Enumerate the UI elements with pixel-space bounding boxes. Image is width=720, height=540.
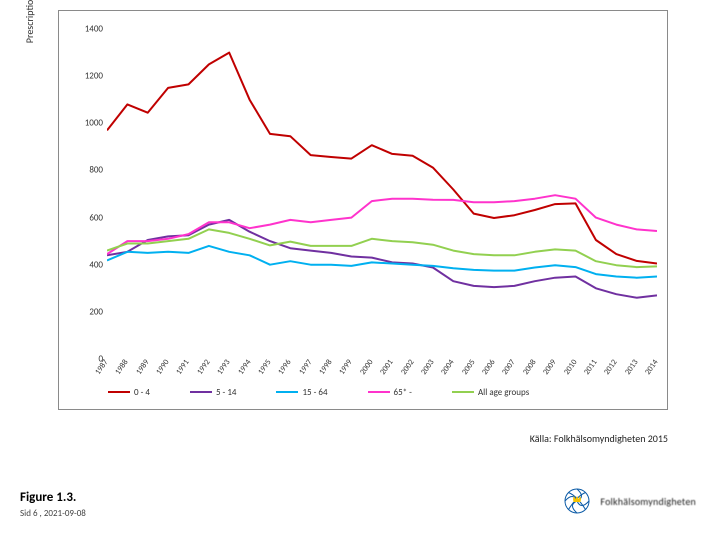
legend-swatch xyxy=(368,391,390,393)
legend-swatch xyxy=(190,391,212,393)
y-tick: 0 xyxy=(77,354,103,365)
y-tick: 400 xyxy=(77,259,103,270)
x-tick: 1997 xyxy=(297,358,314,377)
x-tick: 2009 xyxy=(541,358,558,377)
x-tick: 2003 xyxy=(419,358,436,377)
y-tick: 200 xyxy=(77,306,103,317)
x-tick: 2012 xyxy=(602,358,619,377)
figure-label: Figure 1.3. xyxy=(20,490,76,505)
x-tick: 2014 xyxy=(643,358,660,377)
x-tick: 1996 xyxy=(276,358,293,377)
series-line xyxy=(107,220,657,298)
y-axis-label: Prescriptions /1000 inhabitants and year xyxy=(23,0,36,71)
x-tick: 2010 xyxy=(562,358,579,377)
legend-swatch xyxy=(452,391,474,393)
x-tick: 2004 xyxy=(439,358,456,377)
x-tick: 1994 xyxy=(236,358,253,377)
x-tick: 1993 xyxy=(215,358,232,377)
legend-label: 15 - 64 xyxy=(302,387,327,398)
legend-item: 15 - 64 xyxy=(276,387,327,398)
legend-swatch xyxy=(108,391,130,393)
agency-name: Folkhälsomyndigheten xyxy=(600,495,696,508)
chart-frame: Prescriptions /1000 inhabitants and year… xyxy=(58,10,668,410)
y-tick: 1400 xyxy=(77,24,103,35)
chart-legend: 0 - 4 5 - 14 15 - 64 65* - All age groups xyxy=(108,382,668,402)
x-tick: 2002 xyxy=(399,358,416,377)
x-tick: 1988 xyxy=(113,358,130,377)
x-tick: 1990 xyxy=(154,358,171,377)
footer-text: Sid 6 , 2021-09-08 xyxy=(20,508,86,519)
y-tick: 800 xyxy=(77,165,103,176)
x-tick: 2008 xyxy=(521,358,538,377)
legend-item: 65* - xyxy=(368,387,412,398)
legend-item: All age groups xyxy=(452,387,529,398)
x-tick: 1995 xyxy=(256,358,273,377)
legend-item: 5 - 14 xyxy=(190,387,237,398)
x-tick: 2005 xyxy=(460,358,477,377)
legend-label: 5 - 14 xyxy=(216,387,237,398)
source-caption: Källa: Folkhälsomyndigheten 2015 xyxy=(530,432,668,445)
chart-svg xyxy=(107,29,657,359)
y-tick: 1000 xyxy=(77,118,103,129)
agency-block: Folkhälsomyndigheten xyxy=(562,486,696,516)
series-line xyxy=(107,53,657,264)
agency-logo-icon xyxy=(562,486,592,516)
y-tick: 600 xyxy=(77,212,103,223)
x-tick: 2007 xyxy=(500,358,517,377)
x-tick: 2013 xyxy=(623,358,640,377)
x-tick: 2006 xyxy=(480,358,497,377)
x-tick: 1992 xyxy=(195,358,212,377)
legend-label: 65* - xyxy=(394,387,412,398)
x-tick: 2001 xyxy=(378,358,395,377)
y-tick: 1200 xyxy=(77,71,103,82)
x-tick: 1991 xyxy=(174,358,191,377)
legend-swatch xyxy=(276,391,298,393)
x-tick: 1998 xyxy=(317,358,334,377)
legend-label: 0 - 4 xyxy=(134,387,150,398)
x-tick: 1999 xyxy=(337,358,354,377)
x-tick: 2000 xyxy=(358,358,375,377)
x-tick: 2011 xyxy=(582,358,599,377)
x-tick: 1989 xyxy=(134,358,151,377)
legend-item: 0 - 4 xyxy=(108,387,150,398)
plot-area: 1987198819891990199119921993199419951996… xyxy=(107,29,657,359)
legend-label: All age groups xyxy=(478,387,529,398)
